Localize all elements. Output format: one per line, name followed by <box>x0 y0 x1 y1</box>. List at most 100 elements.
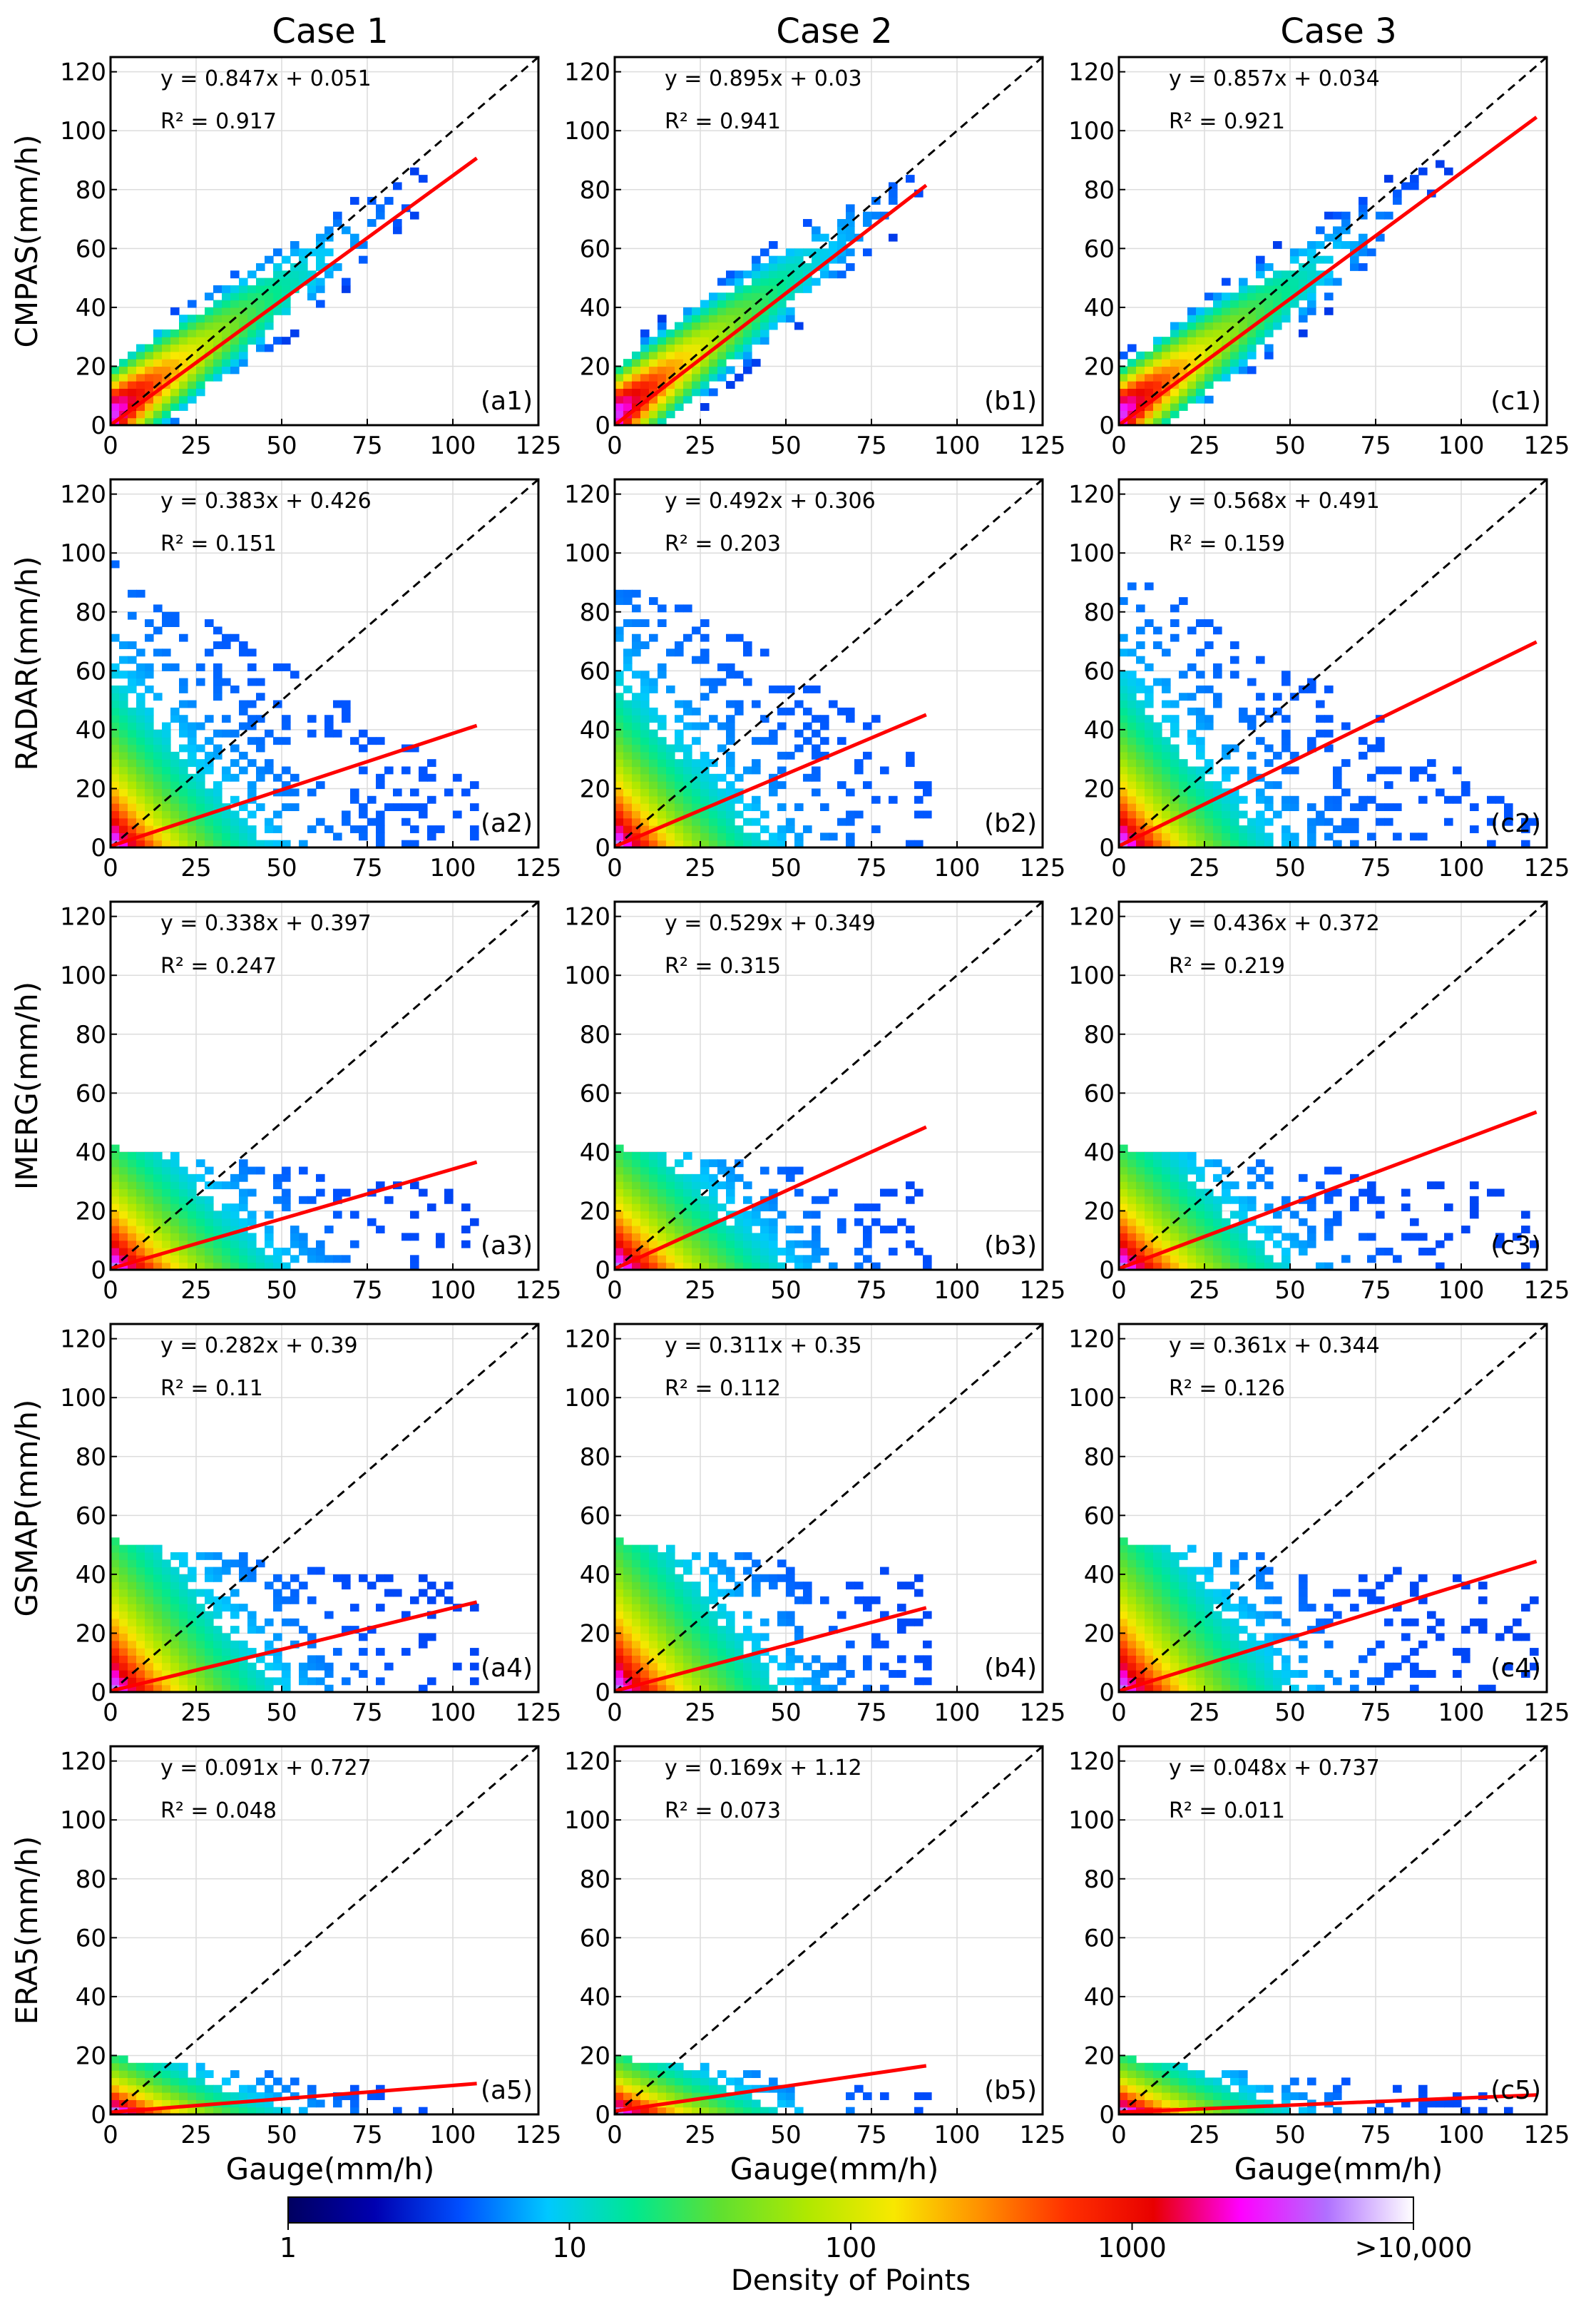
density-cell <box>1478 1582 1488 1590</box>
density-cell <box>769 1582 778 1590</box>
density-cell <box>632 641 641 649</box>
density-cell <box>188 1611 197 1619</box>
density-cell <box>213 300 222 308</box>
density-cell <box>1145 722 1154 730</box>
density-cell <box>726 759 735 768</box>
density-cell <box>128 1188 137 1197</box>
density-cell <box>854 810 864 819</box>
density-cell <box>1264 715 1274 723</box>
density-cell <box>1204 1203 1214 1212</box>
density-cell <box>812 751 821 760</box>
density-cell <box>162 388 171 397</box>
density-cell <box>658 1633 667 1641</box>
y-tick-label: 60 <box>580 657 610 686</box>
density-cell <box>1136 795 1145 804</box>
density-cell <box>640 366 650 375</box>
density-cell <box>1179 759 1188 768</box>
density-cell <box>709 1188 718 1197</box>
density-cell <box>1127 825 1137 833</box>
density-cell <box>179 344 188 352</box>
density-cell <box>1410 175 1419 183</box>
density-cell <box>1204 619 1214 627</box>
density-cell <box>863 751 872 760</box>
density-cell <box>196 1618 205 1626</box>
density-cell <box>162 2070 171 2078</box>
density-cell <box>1436 1262 1445 1270</box>
density-cell <box>692 344 701 352</box>
density-cell <box>640 1173 650 1182</box>
density-cell <box>205 373 214 382</box>
density-cell <box>299 1166 308 1175</box>
density-cell <box>717 1626 727 1634</box>
density-cell <box>1170 781 1180 790</box>
density-cell <box>145 1552 154 1560</box>
density-cell <box>1179 693 1188 701</box>
density-cell <box>906 1196 915 1204</box>
density-cell <box>119 641 128 649</box>
density-cell <box>265 766 274 775</box>
density-cell <box>359 744 368 753</box>
density-cell <box>1170 1196 1180 1204</box>
density-cell <box>794 729 804 738</box>
density-cell <box>1222 751 1231 760</box>
density-cell <box>136 737 145 745</box>
density-cell <box>1162 1552 1171 1560</box>
density-cell <box>1230 1226 1239 1233</box>
density-cell <box>837 226 846 235</box>
density-cell <box>683 1181 692 1190</box>
density-cell <box>794 1655 804 1664</box>
x-tick-label: 125 <box>516 1699 562 1727</box>
density-cell <box>213 832 222 841</box>
density-cell <box>623 1596 633 1604</box>
density-cell <box>273 1677 282 1686</box>
density-cell <box>136 1574 145 1582</box>
density-cell <box>256 1262 265 1270</box>
density-cell <box>153 1582 163 1590</box>
x-tick-label: 50 <box>1274 1699 1305 1727</box>
density-cell <box>794 248 804 257</box>
density-cell <box>205 1677 214 1686</box>
density-cell <box>256 2077 265 2086</box>
density-cell <box>179 359 188 367</box>
density-cell <box>273 1173 282 1182</box>
density-cell <box>1444 167 1453 175</box>
density-cell <box>1384 803 1393 811</box>
density-cell <box>1222 773 1231 782</box>
density-cell <box>658 840 667 848</box>
density-cell <box>837 1226 846 1233</box>
density-cell <box>307 1640 317 1649</box>
density-cell <box>205 751 214 760</box>
density-cell <box>632 707 641 715</box>
density-cell <box>675 810 684 819</box>
density-cell <box>623 840 633 848</box>
density-cell <box>350 2107 359 2115</box>
panel-tag: (c3) <box>1490 1231 1541 1261</box>
density-cell <box>273 1596 282 1604</box>
density-cell <box>700 1262 710 1270</box>
density-cell <box>709 1559 718 1568</box>
density-cell <box>1136 729 1145 738</box>
density-cell <box>247 1684 257 1693</box>
density-cell <box>1230 1633 1239 1641</box>
density-cell <box>623 1218 633 1226</box>
density-cell <box>777 781 787 790</box>
density-cell <box>666 388 675 397</box>
density-cell <box>111 1648 120 1656</box>
density-cell <box>128 1255 137 1263</box>
density-cell <box>205 1618 214 1626</box>
density-cell <box>119 1589 128 1597</box>
density-cell <box>1239 1552 1248 1560</box>
density-cell <box>640 1203 650 1212</box>
density-cell <box>136 1677 145 1686</box>
density-cell <box>1136 1218 1145 1226</box>
density-cell <box>342 285 351 293</box>
density-cell <box>273 1196 282 1204</box>
density-cell <box>700 1670 710 1678</box>
density-cell <box>1461 788 1470 797</box>
density-cell <box>777 722 787 730</box>
density-cell <box>820 737 829 745</box>
density-cell <box>1162 751 1171 760</box>
density-cell <box>461 1226 471 1233</box>
density-cell <box>658 1181 667 1190</box>
density-cell <box>136 1188 145 1197</box>
